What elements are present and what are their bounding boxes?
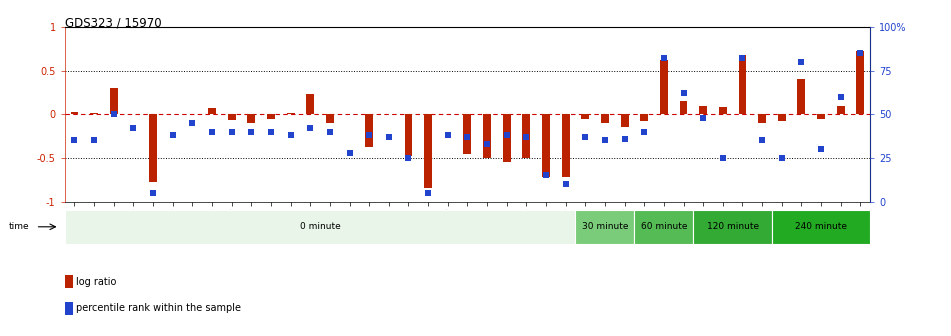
- Point: [813, 146, 828, 152]
- Bar: [483, 114, 491, 158]
- Text: 30 minute: 30 minute: [582, 222, 629, 231]
- Bar: [306, 94, 314, 114]
- Point: [774, 155, 789, 161]
- Point: [794, 59, 809, 65]
- Bar: [149, 114, 157, 182]
- Text: 120 minute: 120 minute: [707, 222, 759, 231]
- Bar: [267, 114, 275, 119]
- Point: [518, 134, 534, 140]
- Point: [342, 150, 358, 155]
- Point: [204, 129, 220, 134]
- Point: [577, 134, 592, 140]
- Point: [676, 91, 691, 96]
- Point: [715, 155, 730, 161]
- Bar: [542, 114, 550, 177]
- Bar: [562, 114, 570, 177]
- Bar: [719, 107, 727, 114]
- Bar: [699, 106, 708, 114]
- Point: [833, 94, 848, 99]
- Bar: [680, 101, 688, 114]
- Point: [853, 50, 868, 56]
- Bar: [247, 114, 255, 123]
- Bar: [286, 113, 295, 114]
- Point: [263, 129, 279, 134]
- Bar: [65, 275, 73, 288]
- Bar: [837, 106, 844, 114]
- Bar: [634, 210, 693, 244]
- Point: [460, 134, 476, 140]
- Bar: [404, 114, 413, 156]
- Point: [656, 56, 671, 61]
- Point: [67, 138, 82, 143]
- Text: 60 minute: 60 minute: [641, 222, 688, 231]
- Bar: [798, 79, 805, 114]
- Text: 240 minute: 240 minute: [795, 222, 847, 231]
- Point: [381, 134, 397, 140]
- Bar: [575, 210, 634, 244]
- Point: [597, 138, 612, 143]
- Point: [695, 115, 710, 120]
- Bar: [621, 114, 629, 127]
- Bar: [693, 210, 772, 244]
- Bar: [758, 114, 767, 123]
- Point: [87, 138, 102, 143]
- Bar: [640, 114, 649, 121]
- Bar: [857, 51, 864, 114]
- Point: [735, 56, 750, 61]
- Point: [361, 132, 377, 138]
- Point: [283, 132, 299, 138]
- Bar: [463, 114, 472, 154]
- Point: [401, 155, 417, 161]
- Point: [617, 136, 632, 141]
- Bar: [581, 114, 590, 119]
- Point: [322, 129, 338, 134]
- Text: percentile rank within the sample: percentile rank within the sample: [76, 303, 242, 313]
- Bar: [90, 113, 98, 114]
- Point: [636, 129, 651, 134]
- Bar: [778, 114, 786, 121]
- Bar: [65, 210, 575, 244]
- Point: [107, 112, 122, 117]
- Point: [479, 141, 495, 146]
- Bar: [208, 108, 216, 114]
- Text: time: time: [9, 222, 29, 231]
- Bar: [70, 113, 78, 114]
- Point: [420, 190, 436, 196]
- Bar: [110, 88, 118, 114]
- Bar: [739, 55, 747, 114]
- Point: [243, 129, 259, 134]
- Bar: [772, 210, 870, 244]
- Point: [165, 132, 181, 138]
- Point: [440, 132, 456, 138]
- Point: [146, 190, 161, 196]
- Point: [126, 126, 141, 131]
- Point: [558, 181, 573, 187]
- Point: [538, 173, 553, 178]
- Bar: [65, 302, 73, 315]
- Bar: [227, 114, 236, 120]
- Bar: [522, 114, 531, 158]
- Text: 0 minute: 0 minute: [300, 222, 340, 231]
- Text: GDS323 / 15970: GDS323 / 15970: [65, 17, 162, 30]
- Point: [499, 132, 514, 138]
- Point: [224, 129, 240, 134]
- Point: [184, 120, 200, 126]
- Bar: [660, 60, 668, 114]
- Bar: [424, 114, 432, 188]
- Point: [754, 138, 769, 143]
- Bar: [365, 114, 373, 148]
- Bar: [817, 114, 825, 119]
- Bar: [326, 114, 334, 123]
- Point: [302, 126, 318, 131]
- Bar: [503, 114, 511, 162]
- Text: log ratio: log ratio: [76, 277, 116, 287]
- Bar: [601, 114, 609, 123]
